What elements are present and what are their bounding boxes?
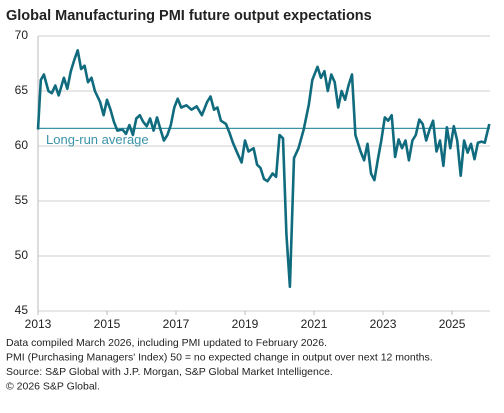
y-tick-label: 55 (15, 193, 29, 207)
x-tick-label: 2013 (25, 317, 52, 331)
x-tick-label: 2021 (301, 317, 328, 331)
x-tick-label: 2015 (94, 317, 121, 331)
y-tick-label: 65 (15, 83, 29, 97)
footnote: PMI (Purchasing Managers' Index) 50 = no… (6, 351, 433, 363)
y-tick-label: 50 (15, 248, 29, 262)
y-tick-label: 45 (15, 303, 29, 317)
x-tick-label: 2017 (163, 317, 190, 331)
y-tick-label: 60 (15, 138, 29, 152)
reference-label: Long-run average (46, 132, 149, 147)
y-tick-label: 70 (15, 28, 29, 42)
footnote: Source: S&P Global with J.P. Morgan, S&P… (6, 366, 333, 378)
chart-title: Global Manufacturing PMI future output e… (6, 8, 372, 24)
x-tick-label: 2019 (232, 317, 259, 331)
x-tick-label: 2023 (370, 317, 397, 331)
x-tick-label: 2025 (439, 317, 466, 331)
data-line (36, 49, 491, 289)
footnote: Data compiled March 2026, including PMI … (6, 337, 327, 349)
footnote: © 2026 S&P Global. (6, 380, 100, 392)
